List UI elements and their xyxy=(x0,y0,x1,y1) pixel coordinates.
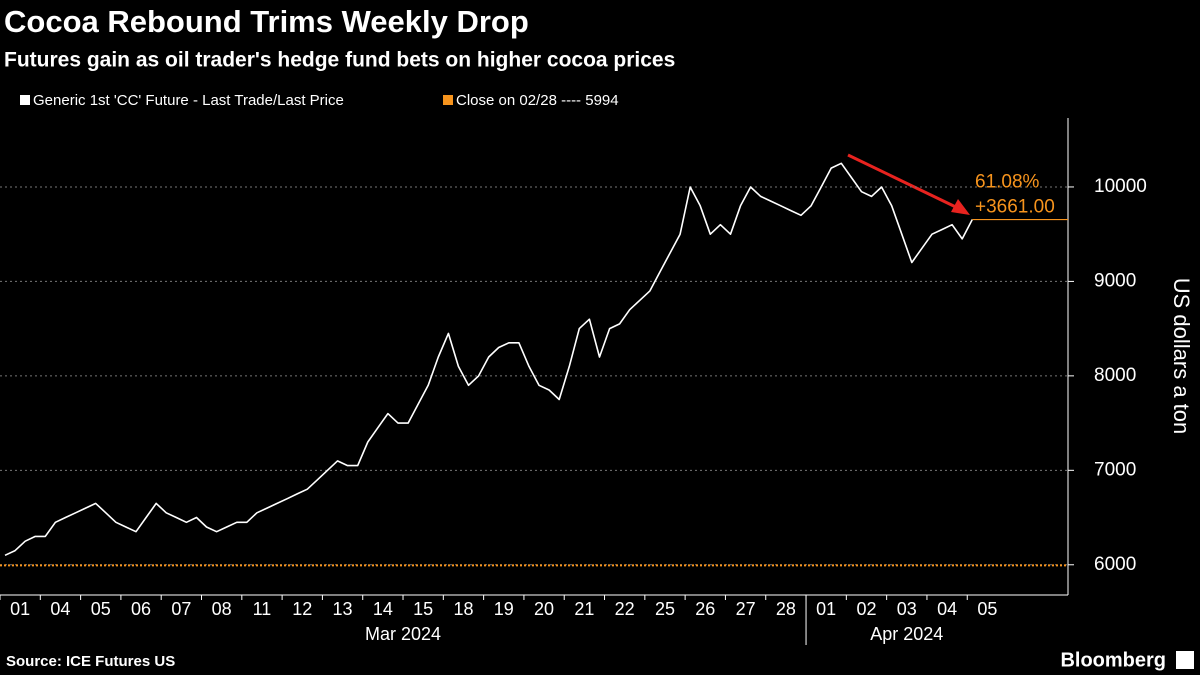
last-price-label: 61.08% xyxy=(975,172,1040,193)
price-line xyxy=(4,162,974,557)
brand-icon xyxy=(1176,651,1194,669)
x-tick-label: 01 xyxy=(10,599,30,619)
month-label: Apr 2024 xyxy=(870,624,943,644)
x-tick-label: 12 xyxy=(292,599,312,619)
y-axis-label: US dollars a ton xyxy=(1169,278,1194,435)
x-tick-label: 04 xyxy=(937,599,957,619)
x-tick-label: 02 xyxy=(856,599,876,619)
x-tick-label: 03 xyxy=(897,599,917,619)
x-tick-label: 19 xyxy=(494,599,514,619)
x-tick-label: 08 xyxy=(212,599,232,619)
x-tick-label: 28 xyxy=(776,599,796,619)
brand: Bloomberg xyxy=(1060,649,1166,671)
legend-swatch xyxy=(443,95,453,105)
legend-swatch xyxy=(20,95,30,105)
x-tick-label: 27 xyxy=(736,599,756,619)
annotation-arrow xyxy=(847,153,963,212)
x-tick-label: 07 xyxy=(171,599,191,619)
x-tick-label: 15 xyxy=(413,599,433,619)
x-tick-label: 14 xyxy=(373,599,393,619)
x-tick-label: 20 xyxy=(534,599,554,619)
y-tick-label: 10000 xyxy=(1094,176,1147,197)
x-tick-label: 22 xyxy=(615,599,635,619)
x-tick-label: 26 xyxy=(695,599,715,619)
x-tick-label: 21 xyxy=(574,599,594,619)
annotation-arrowhead xyxy=(951,199,970,215)
legend-label: Close on 02/28 ---- 5994 xyxy=(456,92,619,109)
x-tick-label: 25 xyxy=(655,599,675,619)
y-tick-label: 7000 xyxy=(1094,459,1136,480)
last-price-label: +3661.00 xyxy=(975,197,1055,218)
legend-label: Generic 1st 'CC' Future - Last Trade/Las… xyxy=(33,92,344,109)
month-label: Mar 2024 xyxy=(365,624,441,644)
y-tick-label: 8000 xyxy=(1094,365,1136,386)
x-tick-label: 04 xyxy=(50,599,70,619)
chart-title: Cocoa Rebound Trims Weekly Drop xyxy=(4,4,529,39)
y-tick-label: 9000 xyxy=(1094,270,1136,291)
x-tick-label: 06 xyxy=(131,599,151,619)
chart-subtitle: Futures gain as oil trader's hedge fund … xyxy=(4,49,675,72)
x-tick-label: 05 xyxy=(977,599,997,619)
x-tick-label: 13 xyxy=(333,599,353,619)
x-tick-label: 11 xyxy=(253,599,272,619)
source: Source: ICE Futures US xyxy=(6,653,175,670)
x-tick-label: 05 xyxy=(91,599,111,619)
y-tick-label: 6000 xyxy=(1094,554,1136,575)
x-tick-label: 18 xyxy=(453,599,473,619)
x-tick-label: 01 xyxy=(816,599,836,619)
